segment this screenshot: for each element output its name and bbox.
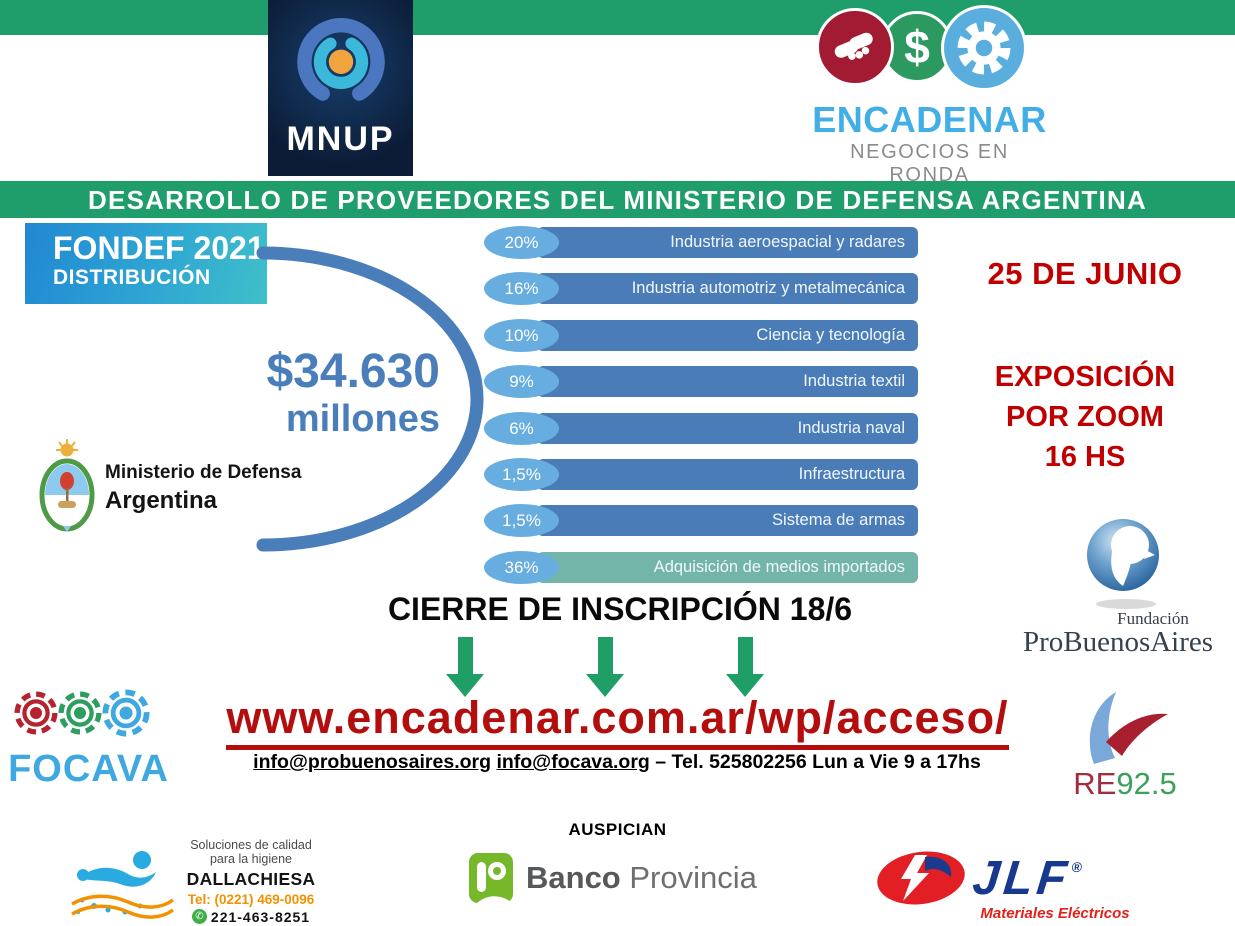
fondef-box: FONDEF 2021 DISTRIBUCIÓN — [25, 223, 267, 304]
handshake-icon — [834, 32, 873, 60]
chart-row: 20% Industria aeroespacial y radares — [484, 226, 920, 259]
bar-infraestructura: Infraestructura — [537, 458, 918, 490]
re-number: 92.5 — [1116, 766, 1177, 801]
top-green-bar — [0, 0, 1235, 35]
handshake-circle — [816, 8, 894, 86]
ministerio-line1: Ministerio de Defensa — [105, 462, 302, 483]
event-date: 25 DE JUNIO — [987, 256, 1183, 291]
dallachiesa-logo: Soluciones de calidad para la higiene DA… — [70, 836, 325, 925]
dallachiesa-swimmer-icon — [71, 851, 175, 919]
registered-mark: ® — [1070, 859, 1083, 875]
jlf-tagline: Materiales Eléctricos — [980, 905, 1130, 922]
argentina-coat-of-arms-icon — [39, 439, 95, 532]
fundacion-label: Fundación — [1117, 609, 1189, 628]
percent-badge: 9% — [484, 365, 559, 399]
dallachiesa-tagline2: para la higiene — [209, 852, 292, 867]
email-probuenosaires-link[interactable]: info@probuenosaires.org — [253, 751, 492, 773]
expo-line3: 16 HS — [1044, 441, 1126, 473]
chart-row: 6% Industria naval — [484, 411, 920, 445]
focava-wordmark: FOCAVA — [8, 748, 169, 790]
jlf-wordmark: JLF® — [970, 852, 1083, 905]
percent-badge: 10% — [484, 318, 559, 352]
bar-ciencia: Ciencia y tecnología — [537, 319, 918, 351]
registration-deadline: CIERRE DE INSCRIPCIÓN 18/6 — [387, 591, 853, 627]
banco-provincia-logo: Banco Provincia — [468, 852, 757, 904]
percent-badge: 20% — [484, 226, 559, 259]
focava-gears-icon — [14, 689, 150, 737]
percent-badge: 1,5% — [484, 457, 559, 491]
fondef-amount: $34.630 millones — [245, 345, 440, 440]
title-banner: DESARROLLO DE PROVEEDORES DEL MINISTERIO… — [0, 181, 1235, 218]
chart-row: 9% Industria textil — [484, 365, 920, 399]
down-arrow-icon — [726, 637, 764, 697]
probuenosaires-label: ProBuenosAires — [1022, 626, 1214, 658]
banco-provincia-icon — [469, 853, 513, 903]
chart-row: 1,5% Infraestructura — [484, 457, 920, 491]
dallachiesa-tagline1: Soluciones de calidad — [190, 838, 312, 852]
bar-aeroespacial: Industria aeroespacial y radares — [537, 227, 918, 258]
expo-line2: POR ZOOM — [1006, 401, 1164, 433]
contact-line: info@probuenosaires.org info@focava.org … — [112, 751, 1122, 774]
fondef-title: FONDEF 2021 — [53, 230, 265, 266]
percent-badge: 16% — [484, 272, 559, 306]
registration-url-line: www.encadenar.com.ar/wp/acceso/ — [110, 692, 1125, 750]
down-arrow-icon — [586, 637, 624, 697]
down-arrow-icon — [446, 637, 484, 697]
mnup-ring-icon — [296, 18, 385, 101]
dollar-icon: $ — [904, 21, 930, 73]
encadenar-logo: $ ENCADENAR NEGOCIOS EN RONDA — [812, 5, 1047, 186]
probuenosaires-wordmark: Fundación ProBuenosAires — [1008, 610, 1228, 657]
chart-row: 16% Industria automotriz y metalmecánica — [484, 272, 920, 306]
fondef-subtitle: DISTRIBUCIÓN — [53, 265, 211, 289]
chart-row: 10% Ciencia y tecnología — [484, 318, 920, 352]
email-focava-link[interactable]: info@focava.org — [496, 751, 650, 773]
bar-textil: Industria textil — [537, 366, 918, 398]
gear-icon — [957, 21, 1011, 75]
contact-tail: – Tel. 525802256 Lun a Vie 9 a 17hs — [655, 751, 981, 773]
re925-wordmark: RE92.5 — [1055, 766, 1195, 802]
gear-circle — [941, 5, 1027, 91]
bar-automotriz: Industria automotriz y metalmecánica — [537, 273, 918, 305]
mnup-logo: MNUP — [268, 0, 413, 176]
ministerio-line2: Argentina — [105, 487, 218, 514]
expo-line1: EXPOSICIÓN — [994, 361, 1176, 393]
re925-sails-icon — [1089, 692, 1168, 764]
ministerio-defensa-wordmark: Ministerio de Defensa Argentina — [105, 462, 301, 515]
amount-value: $34.630 — [266, 345, 440, 398]
bar-importados: Adquisición de medios importados — [537, 551, 918, 583]
mnup-label: MNUP — [286, 120, 395, 158]
bar-armas: Sistema de armas — [537, 505, 918, 537]
bar-naval: Industria naval — [537, 412, 918, 444]
dallachiesa-whatsapp: 221-463-8251 — [210, 908, 311, 925]
dallachiesa-phone: Tel: (0221) 469-0096 — [187, 891, 315, 907]
percent-badge: 36% — [484, 550, 559, 584]
whatsapp-icon: ✆ — [191, 909, 207, 925]
distribution-arc — [256, 246, 484, 552]
percent-badge: 6% — [484, 411, 559, 445]
probuenosaires-dove-icon — [1087, 519, 1159, 609]
provincia-word: Provincia — [629, 860, 757, 895]
jlf-bolt-icon — [877, 851, 965, 905]
dallachiesa-name: DALLACHIESA — [186, 868, 316, 889]
chart-row: 36% Adquisición de medios importados — [484, 550, 920, 584]
chart-row: 1,5% Sistema de armas — [484, 504, 920, 538]
encadenar-title: ENCADENAR — [812, 99, 1047, 140]
percent-badge: 1,5% — [484, 504, 559, 538]
banco-word: Banco — [526, 860, 621, 895]
fondef-distribution-chart: 20% Industria aeroespacial y radares 16%… — [484, 226, 920, 598]
amount-unit: millones — [285, 398, 440, 440]
event-mode: EXPOSICIÓN POR ZOOM 16 HS — [965, 357, 1205, 477]
encadenar-subtitle: NEGOCIOS EN RONDA — [850, 141, 1009, 186]
banco-provincia-wordmark: Banco Provincia — [526, 860, 757, 896]
registration-url-link[interactable]: www.encadenar.com.ar/wp/acceso/ — [226, 692, 1009, 750]
re-prefix: RE — [1073, 766, 1117, 801]
auspician-heading: AUSPICIAN — [568, 820, 667, 839]
